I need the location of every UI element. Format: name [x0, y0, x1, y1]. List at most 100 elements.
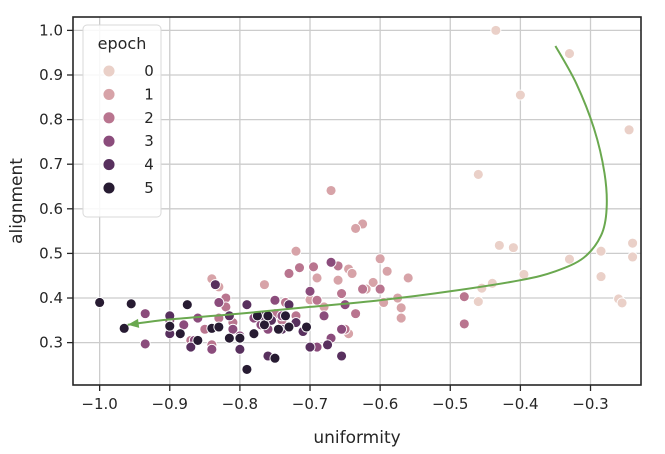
legend-label-epoch-1: 1 — [144, 85, 154, 103]
data-point-epoch-3 — [139, 338, 151, 350]
trend-curve-group — [127, 45, 608, 328]
data-point-epoch-0 — [486, 277, 498, 289]
data-point-epoch-1 — [311, 272, 323, 284]
x-tick-label: −0.7 — [292, 395, 328, 413]
legend-label-epoch-5: 5 — [144, 179, 154, 197]
data-point-epoch-3 — [336, 323, 348, 335]
data-point-epoch-3 — [206, 343, 218, 355]
data-point-epoch-0 — [595, 245, 607, 257]
x-tick-label: −0.8 — [222, 395, 258, 413]
data-point-epoch-2 — [311, 294, 323, 306]
y-tick-label: 0.5 — [39, 244, 63, 262]
legend-marker-epoch-2 — [102, 111, 116, 125]
y-tick-label: 0.9 — [39, 66, 63, 84]
legend-marker-epoch-1 — [102, 87, 116, 101]
legend-marker-epoch-4 — [102, 158, 116, 172]
data-point-epoch-2 — [283, 268, 295, 279]
y-tick-label: 0.6 — [39, 200, 63, 218]
data-point-epoch-4 — [185, 341, 197, 353]
data-point-epoch-1 — [332, 274, 344, 286]
plot-frame — [72, 16, 642, 386]
data-point-epoch-5 — [118, 322, 130, 334]
x-tick-label: −0.9 — [152, 395, 188, 413]
data-point-epoch-4 — [223, 310, 235, 322]
y-axis-title: alignment — [7, 158, 27, 244]
data-point-epoch-4 — [336, 350, 348, 362]
data-point-epoch-5 — [248, 328, 260, 340]
data-point-epoch-0 — [627, 251, 639, 263]
legend-label-epoch-3: 3 — [144, 132, 154, 150]
y-tick-label: 0.3 — [39, 334, 63, 352]
data-point-epoch-0 — [493, 239, 505, 251]
x-tick-label: −1.0 — [81, 395, 117, 413]
data-point-epoch-5 — [164, 320, 176, 332]
x-tick-label: −0.4 — [502, 395, 538, 413]
data-point-epoch-0 — [490, 24, 502, 36]
data-point-epoch-2 — [374, 283, 386, 295]
data-point-epoch-2 — [350, 308, 362, 320]
y-tick-label: 0.7 — [39, 155, 63, 173]
data-point-epoch-5 — [280, 310, 291, 322]
data-point-epoch-2 — [458, 318, 470, 330]
data-point-epoch-1 — [402, 272, 414, 284]
data-point-epoch-5 — [262, 310, 274, 322]
data-point-epoch-5 — [192, 334, 204, 346]
data-point-epoch-2 — [458, 291, 470, 303]
legend-label-epoch-0: 0 — [144, 62, 154, 80]
data-point-epoch-1 — [290, 245, 302, 257]
data-point-epoch-5 — [223, 332, 235, 344]
data-point-epoch-3 — [318, 310, 330, 322]
data-point-epoch-0 — [595, 271, 607, 283]
data-point-epoch-3 — [213, 297, 225, 308]
legend-label-epoch-2: 2 — [144, 109, 154, 127]
data-point-epoch-1 — [367, 276, 379, 288]
data-point-epoch-4 — [209, 279, 221, 291]
data-point-epoch-1 — [258, 279, 270, 291]
data-point-epoch-3 — [325, 256, 337, 268]
data-point-epoch-3 — [269, 294, 281, 306]
legend-box — [82, 24, 162, 218]
data-point-epoch-4 — [234, 343, 246, 355]
y-tick-label: 0.4 — [39, 289, 63, 307]
data-point-epoch-0 — [472, 169, 484, 180]
data-point-epoch-0 — [514, 89, 526, 101]
legend-marker-epoch-5 — [102, 181, 116, 195]
data-point-epoch-2 — [336, 288, 348, 300]
data-point-epoch-1 — [395, 302, 407, 314]
data-point-epoch-1 — [350, 222, 362, 234]
data-point-epoch-0 — [507, 242, 519, 254]
data-point-epoch-1 — [325, 185, 337, 196]
legend: epoch 0 1 2 3 4 5 — [82, 24, 162, 218]
data-point-epoch-5 — [241, 363, 253, 375]
data-point-epoch-0 — [564, 253, 575, 265]
x-tick-label: −0.5 — [432, 395, 468, 413]
data-point-epoch-5 — [94, 297, 106, 308]
data-point-epoch-3 — [139, 308, 151, 320]
trend-arrowhead — [127, 318, 140, 328]
data-point-epoch-5 — [213, 321, 225, 333]
data-point-epoch-2 — [308, 261, 319, 273]
axis-ticks: −1.0 −0.9 −0.8 −0.7 −0.6 −0.5 −0.4 −0.3 0.3 0.4 0.… — [39, 21, 609, 413]
data-point-epoch-0 — [627, 237, 639, 249]
data-point-epoch-3 — [304, 285, 316, 297]
data-point-epoch-5 — [234, 332, 246, 344]
data-point-epoch-2 — [294, 262, 305, 274]
legend-marker-epoch-0 — [102, 64, 116, 78]
data-point-epoch-5 — [174, 328, 186, 340]
y-tick-label: 1.0 — [39, 21, 63, 39]
data-point-epoch-5 — [251, 310, 263, 322]
data-point-epoch-1 — [346, 268, 358, 279]
data-point-epoch-1 — [395, 312, 407, 324]
data-point-epoch-5 — [301, 321, 312, 333]
data-point-epoch-0 — [616, 297, 628, 309]
data-point-epoch-5 — [283, 321, 295, 333]
data-points — [94, 24, 639, 375]
data-point-epoch-4 — [322, 339, 333, 351]
data-point-epoch-1 — [381, 265, 393, 277]
data-point-epoch-5 — [181, 299, 193, 311]
legend-label-epoch-4: 4 — [144, 156, 154, 174]
x-tick-label: −0.6 — [362, 395, 398, 413]
grid-lines — [73, 17, 641, 385]
data-point-epoch-0 — [472, 296, 484, 308]
data-point-epoch-4 — [241, 299, 253, 311]
